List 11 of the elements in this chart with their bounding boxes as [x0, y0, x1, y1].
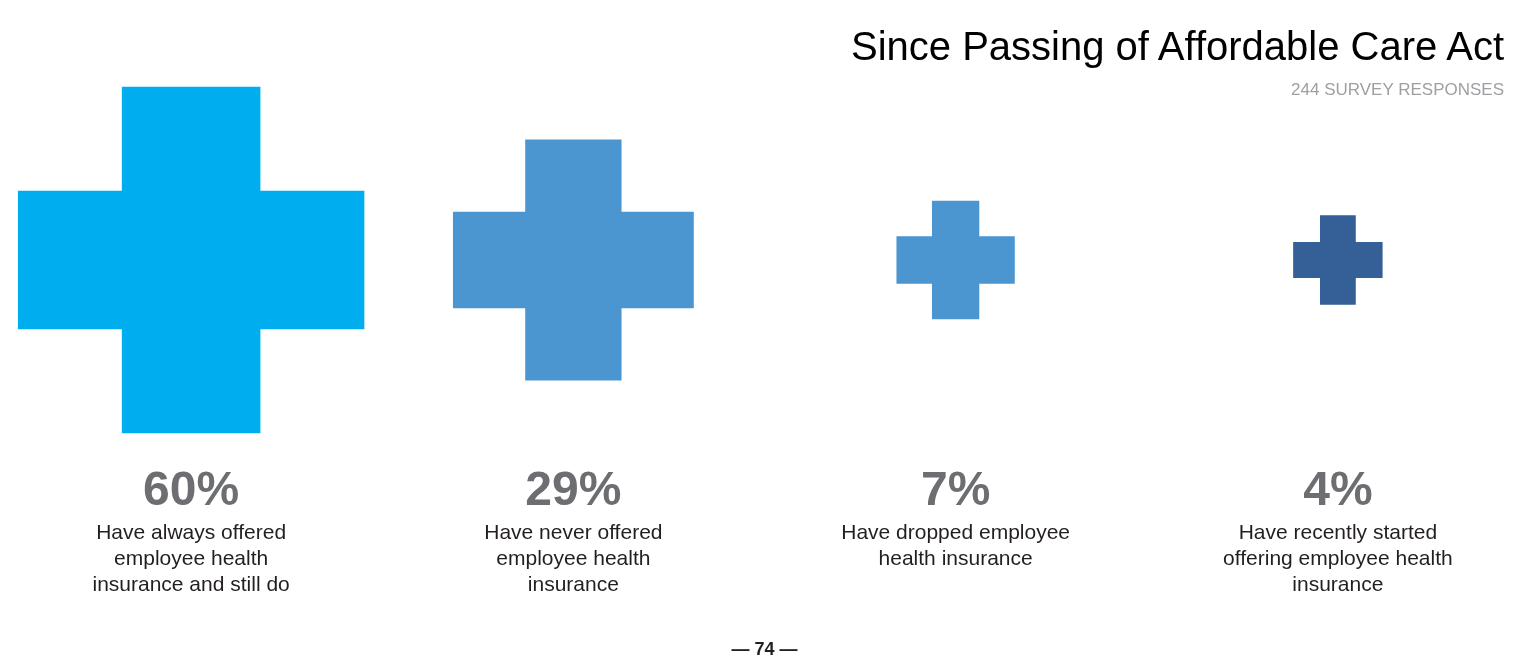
- data-label: 4%: [1303, 462, 1373, 515]
- text: Since Passing of Affordable Care Act: [851, 24, 1504, 68]
- category-label: Have dropped employee health insurance: [841, 520, 1071, 569]
- category-label: Have always offered employee health insurance and still do: [92, 520, 290, 595]
- text: 244 SURVEY RESPONSES: [1291, 80, 1504, 99]
- text: — 74 —: [731, 639, 798, 659]
- data-label: 60%: [143, 462, 240, 515]
- data-label: 29%: [525, 462, 622, 515]
- category-label: Have never offered employee health insurance: [484, 520, 663, 595]
- data-label: 7%: [920, 462, 991, 515]
- category-label: Have recently started offering employee health insurance: [1223, 520, 1453, 595]
